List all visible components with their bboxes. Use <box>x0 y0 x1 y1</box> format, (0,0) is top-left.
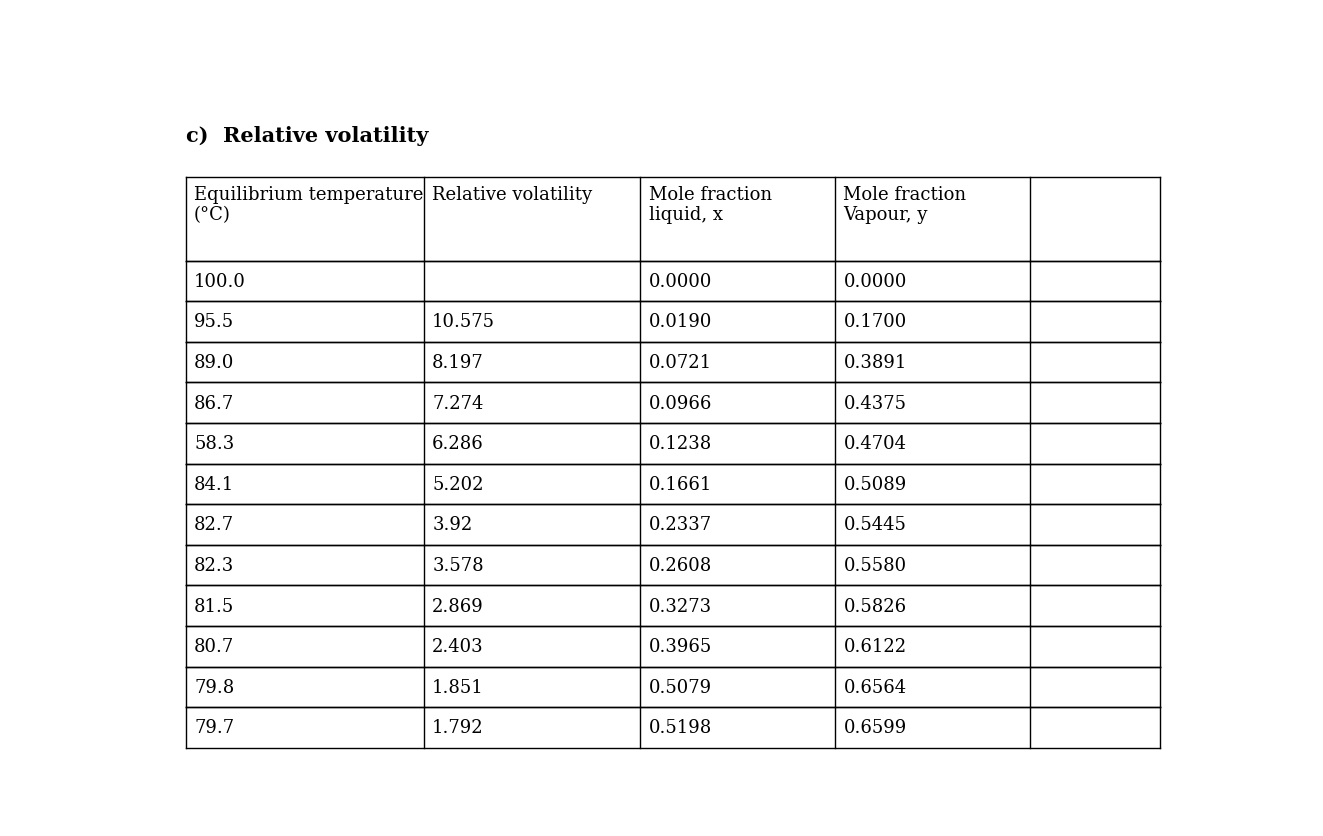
Text: 5.202: 5.202 <box>433 476 484 493</box>
Text: 84.1: 84.1 <box>194 476 234 493</box>
Text: 1.792: 1.792 <box>433 719 484 737</box>
Text: 82.3: 82.3 <box>194 557 234 574</box>
Text: 0.0190: 0.0190 <box>648 314 712 331</box>
Text: 0.6564: 0.6564 <box>844 678 906 696</box>
Text: 0.6599: 0.6599 <box>844 719 906 737</box>
Text: 10.575: 10.575 <box>433 314 495 331</box>
Text: 58.3: 58.3 <box>194 435 234 453</box>
Text: 7.274: 7.274 <box>433 395 484 412</box>
Text: 0.5089: 0.5089 <box>844 476 906 493</box>
Text: Relative volatility: Relative volatility <box>433 186 593 203</box>
Text: 100.0: 100.0 <box>194 273 246 291</box>
Text: 0.3965: 0.3965 <box>648 638 712 655</box>
Text: 0.6122: 0.6122 <box>844 638 906 655</box>
Text: 0.5826: 0.5826 <box>844 597 906 615</box>
Text: 0.3273: 0.3273 <box>648 597 712 615</box>
Text: 0.0721: 0.0721 <box>648 354 712 372</box>
Text: 2.403: 2.403 <box>433 638 484 655</box>
Text: 0.0000: 0.0000 <box>844 273 906 291</box>
Text: 0.3891: 0.3891 <box>844 354 906 372</box>
Text: 0.1700: 0.1700 <box>844 314 906 331</box>
Text: Mole fraction
liquid, x: Mole fraction liquid, x <box>648 186 771 224</box>
Text: 89.0: 89.0 <box>194 354 234 372</box>
Text: 0.4704: 0.4704 <box>844 435 906 453</box>
Text: 79.7: 79.7 <box>194 719 234 737</box>
Text: 0.4375: 0.4375 <box>844 395 906 412</box>
Text: 0.5198: 0.5198 <box>648 719 712 737</box>
Text: Equilibrium temperature
(°C): Equilibrium temperature (°C) <box>194 186 423 224</box>
Text: 2.869: 2.869 <box>433 597 484 615</box>
Text: 0.5445: 0.5445 <box>844 516 906 534</box>
Text: 95.5: 95.5 <box>194 314 234 331</box>
Text: 86.7: 86.7 <box>194 395 234 412</box>
Text: 0.1661: 0.1661 <box>648 476 712 493</box>
Text: 82.7: 82.7 <box>194 516 234 534</box>
Text: 79.8: 79.8 <box>194 678 234 696</box>
Text: 0.2337: 0.2337 <box>648 516 712 534</box>
Text: 3.92: 3.92 <box>433 516 472 534</box>
Text: 80.7: 80.7 <box>194 638 234 655</box>
Text: 1.851: 1.851 <box>433 678 484 696</box>
Text: 0.0966: 0.0966 <box>648 395 712 412</box>
Text: 0.2608: 0.2608 <box>648 557 712 574</box>
Text: 3.578: 3.578 <box>433 557 484 574</box>
Text: 0.5580: 0.5580 <box>844 557 906 574</box>
Text: Mole fraction
Vapour, y: Mole fraction Vapour, y <box>844 186 967 224</box>
Text: c)  Relative volatility: c) Relative volatility <box>185 126 429 146</box>
Text: 81.5: 81.5 <box>194 597 234 615</box>
Text: 0.1238: 0.1238 <box>648 435 712 453</box>
Text: 6.286: 6.286 <box>433 435 484 453</box>
Text: 0.0000: 0.0000 <box>648 273 712 291</box>
Text: 0.5079: 0.5079 <box>648 678 712 696</box>
Text: 8.197: 8.197 <box>433 354 484 372</box>
